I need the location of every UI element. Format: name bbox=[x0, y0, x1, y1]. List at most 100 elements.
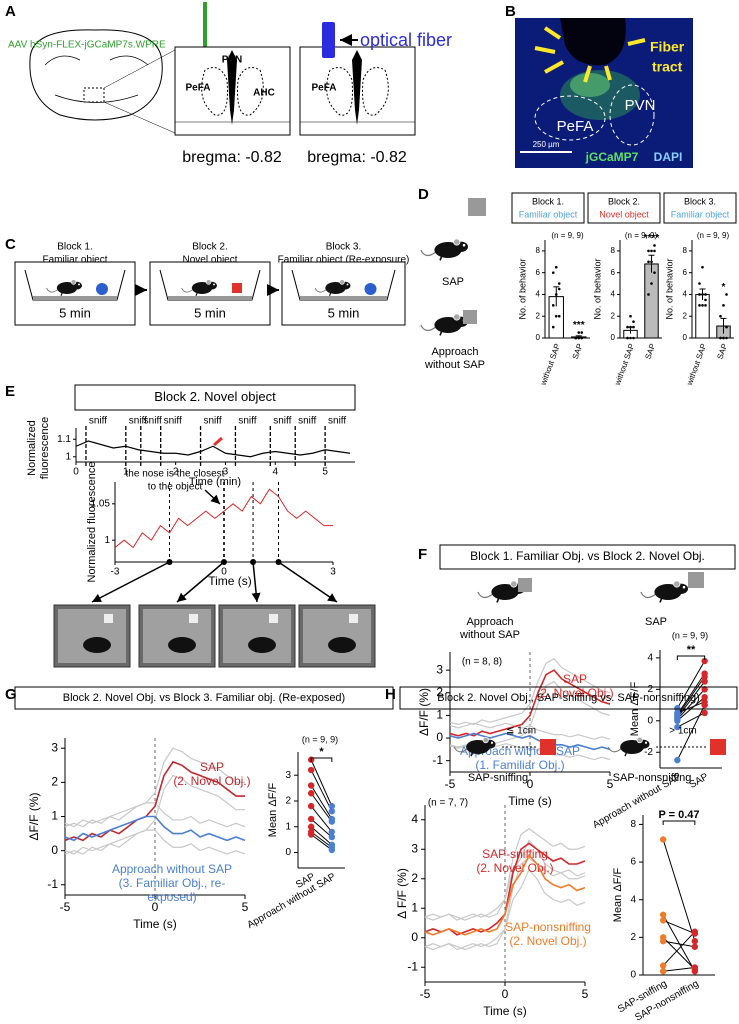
mouse-leg bbox=[60, 292, 63, 297]
y-tick-label: 3 bbox=[436, 662, 443, 676]
mouse-eye bbox=[78, 283, 80, 286]
data-point bbox=[629, 314, 632, 318]
pair-line bbox=[310, 792, 333, 822]
yellow-arrow bbox=[583, 65, 592, 83]
label: PeFA bbox=[185, 83, 210, 94]
video-mouse bbox=[248, 637, 276, 653]
label: (n = 8, 8) bbox=[462, 657, 502, 668]
sniff-label: sniff bbox=[273, 416, 291, 427]
video-mouse bbox=[168, 637, 196, 653]
title-box bbox=[74, 384, 356, 411]
yellow-arrow bbox=[543, 26, 562, 40]
label: AAV hSyn-FLEX-jGCaMP7s.WPRE bbox=[8, 40, 166, 51]
label: Familiar object bbox=[671, 209, 730, 219]
data-point bbox=[698, 282, 701, 285]
y-tick-label: 1 bbox=[436, 708, 443, 722]
label: (n = 9, 9) bbox=[672, 630, 708, 640]
label: ≦ 1cm bbox=[506, 726, 536, 737]
x-tick-label: -5 bbox=[445, 777, 456, 791]
data-point bbox=[725, 325, 728, 329]
mean-trace bbox=[449, 732, 611, 751]
label: optical fiber bbox=[360, 30, 452, 50]
object-icon bbox=[688, 572, 704, 588]
arena-box bbox=[14, 261, 136, 326]
label: the nose is the closest bbox=[126, 469, 225, 480]
y-tick-label: 6 bbox=[630, 857, 636, 868]
sem-bound bbox=[64, 829, 246, 855]
y-tick-label: 3 bbox=[285, 770, 291, 781]
x-axis-label: Time (min) bbox=[189, 476, 241, 488]
familiar-object bbox=[364, 283, 377, 295]
x-tick-label: 3 bbox=[330, 567, 336, 578]
series-label: SAP bbox=[563, 672, 587, 686]
y-tick-label: 1 bbox=[411, 900, 418, 914]
mouse-ear bbox=[70, 279, 77, 285]
data-point bbox=[577, 336, 581, 340]
series-label: (1. Familiar Obj.) bbox=[475, 758, 564, 772]
series-label: SAP-sniffing bbox=[482, 847, 548, 861]
x-tick-label: 0 bbox=[152, 900, 159, 914]
sem-bound bbox=[449, 722, 611, 740]
title-box bbox=[399, 686, 738, 710]
label: Block 1. bbox=[532, 196, 564, 206]
mouse-leg bbox=[195, 292, 198, 297]
sem-bound bbox=[64, 802, 246, 828]
y-tick-label: 6 bbox=[683, 268, 688, 277]
pair-line bbox=[663, 966, 695, 972]
mouse-tail bbox=[477, 591, 493, 599]
label: AHC bbox=[253, 88, 275, 99]
zoom-line bbox=[103, 101, 176, 134]
label: 250 µm bbox=[533, 140, 560, 149]
mouse-ear bbox=[482, 736, 489, 744]
x-tick-label: -5 bbox=[420, 987, 431, 1001]
data-point bbox=[722, 304, 725, 307]
bar bbox=[644, 263, 659, 339]
y-tick-label: 0 bbox=[630, 970, 636, 981]
block-header bbox=[511, 192, 585, 224]
label: 5 min bbox=[59, 305, 91, 320]
mouse-leg bbox=[439, 256, 443, 261]
series-label: (2. Novel Obj.) bbox=[476, 861, 553, 875]
y-tick-label: 1 bbox=[65, 451, 71, 462]
arena-box bbox=[149, 261, 271, 326]
sniff-label: sniff bbox=[203, 416, 221, 427]
data-point bbox=[701, 698, 708, 706]
data-point bbox=[307, 802, 315, 810]
x-tick-label: 5 bbox=[322, 467, 328, 478]
data-point bbox=[701, 304, 704, 307]
panel-letter: B bbox=[505, 3, 516, 20]
sniff-label: sniff bbox=[164, 416, 182, 427]
data-point bbox=[647, 260, 650, 264]
mouse-ear bbox=[339, 279, 345, 285]
y-tick-label: 4 bbox=[536, 290, 541, 299]
label: bregma: -0.82 bbox=[182, 149, 282, 166]
y-axis-label: Normalized bbox=[26, 420, 38, 476]
mouse-tail bbox=[314, 287, 327, 293]
data-point bbox=[701, 657, 708, 665]
video-bedding bbox=[303, 609, 371, 663]
y-tick-label: 4 bbox=[683, 290, 688, 299]
data-point bbox=[653, 271, 656, 274]
data-point bbox=[551, 271, 555, 274]
data-point bbox=[659, 937, 667, 945]
data-point bbox=[650, 260, 653, 264]
x-tick-label: -5 bbox=[60, 900, 71, 914]
highlight-arrow bbox=[213, 436, 223, 447]
mouse-ear bbox=[453, 238, 461, 246]
y-tick-label: 0 bbox=[536, 333, 541, 342]
y-tick-label: 2 bbox=[285, 796, 291, 807]
data-point bbox=[698, 293, 701, 296]
pair-line bbox=[677, 701, 705, 714]
data-point bbox=[674, 709, 681, 717]
mouse-icon bbox=[477, 580, 525, 603]
significance-bracket bbox=[662, 820, 696, 825]
x-tick-label: 3 bbox=[223, 467, 229, 478]
data-point bbox=[557, 282, 561, 285]
data-point bbox=[557, 287, 561, 291]
x-axis-label: Time (s) bbox=[508, 794, 552, 808]
significance: P = 0.47 bbox=[658, 809, 699, 821]
data-point bbox=[701, 293, 704, 296]
sem-bound bbox=[64, 774, 245, 855]
data-point bbox=[632, 325, 635, 329]
mouse-icon bbox=[314, 279, 351, 297]
